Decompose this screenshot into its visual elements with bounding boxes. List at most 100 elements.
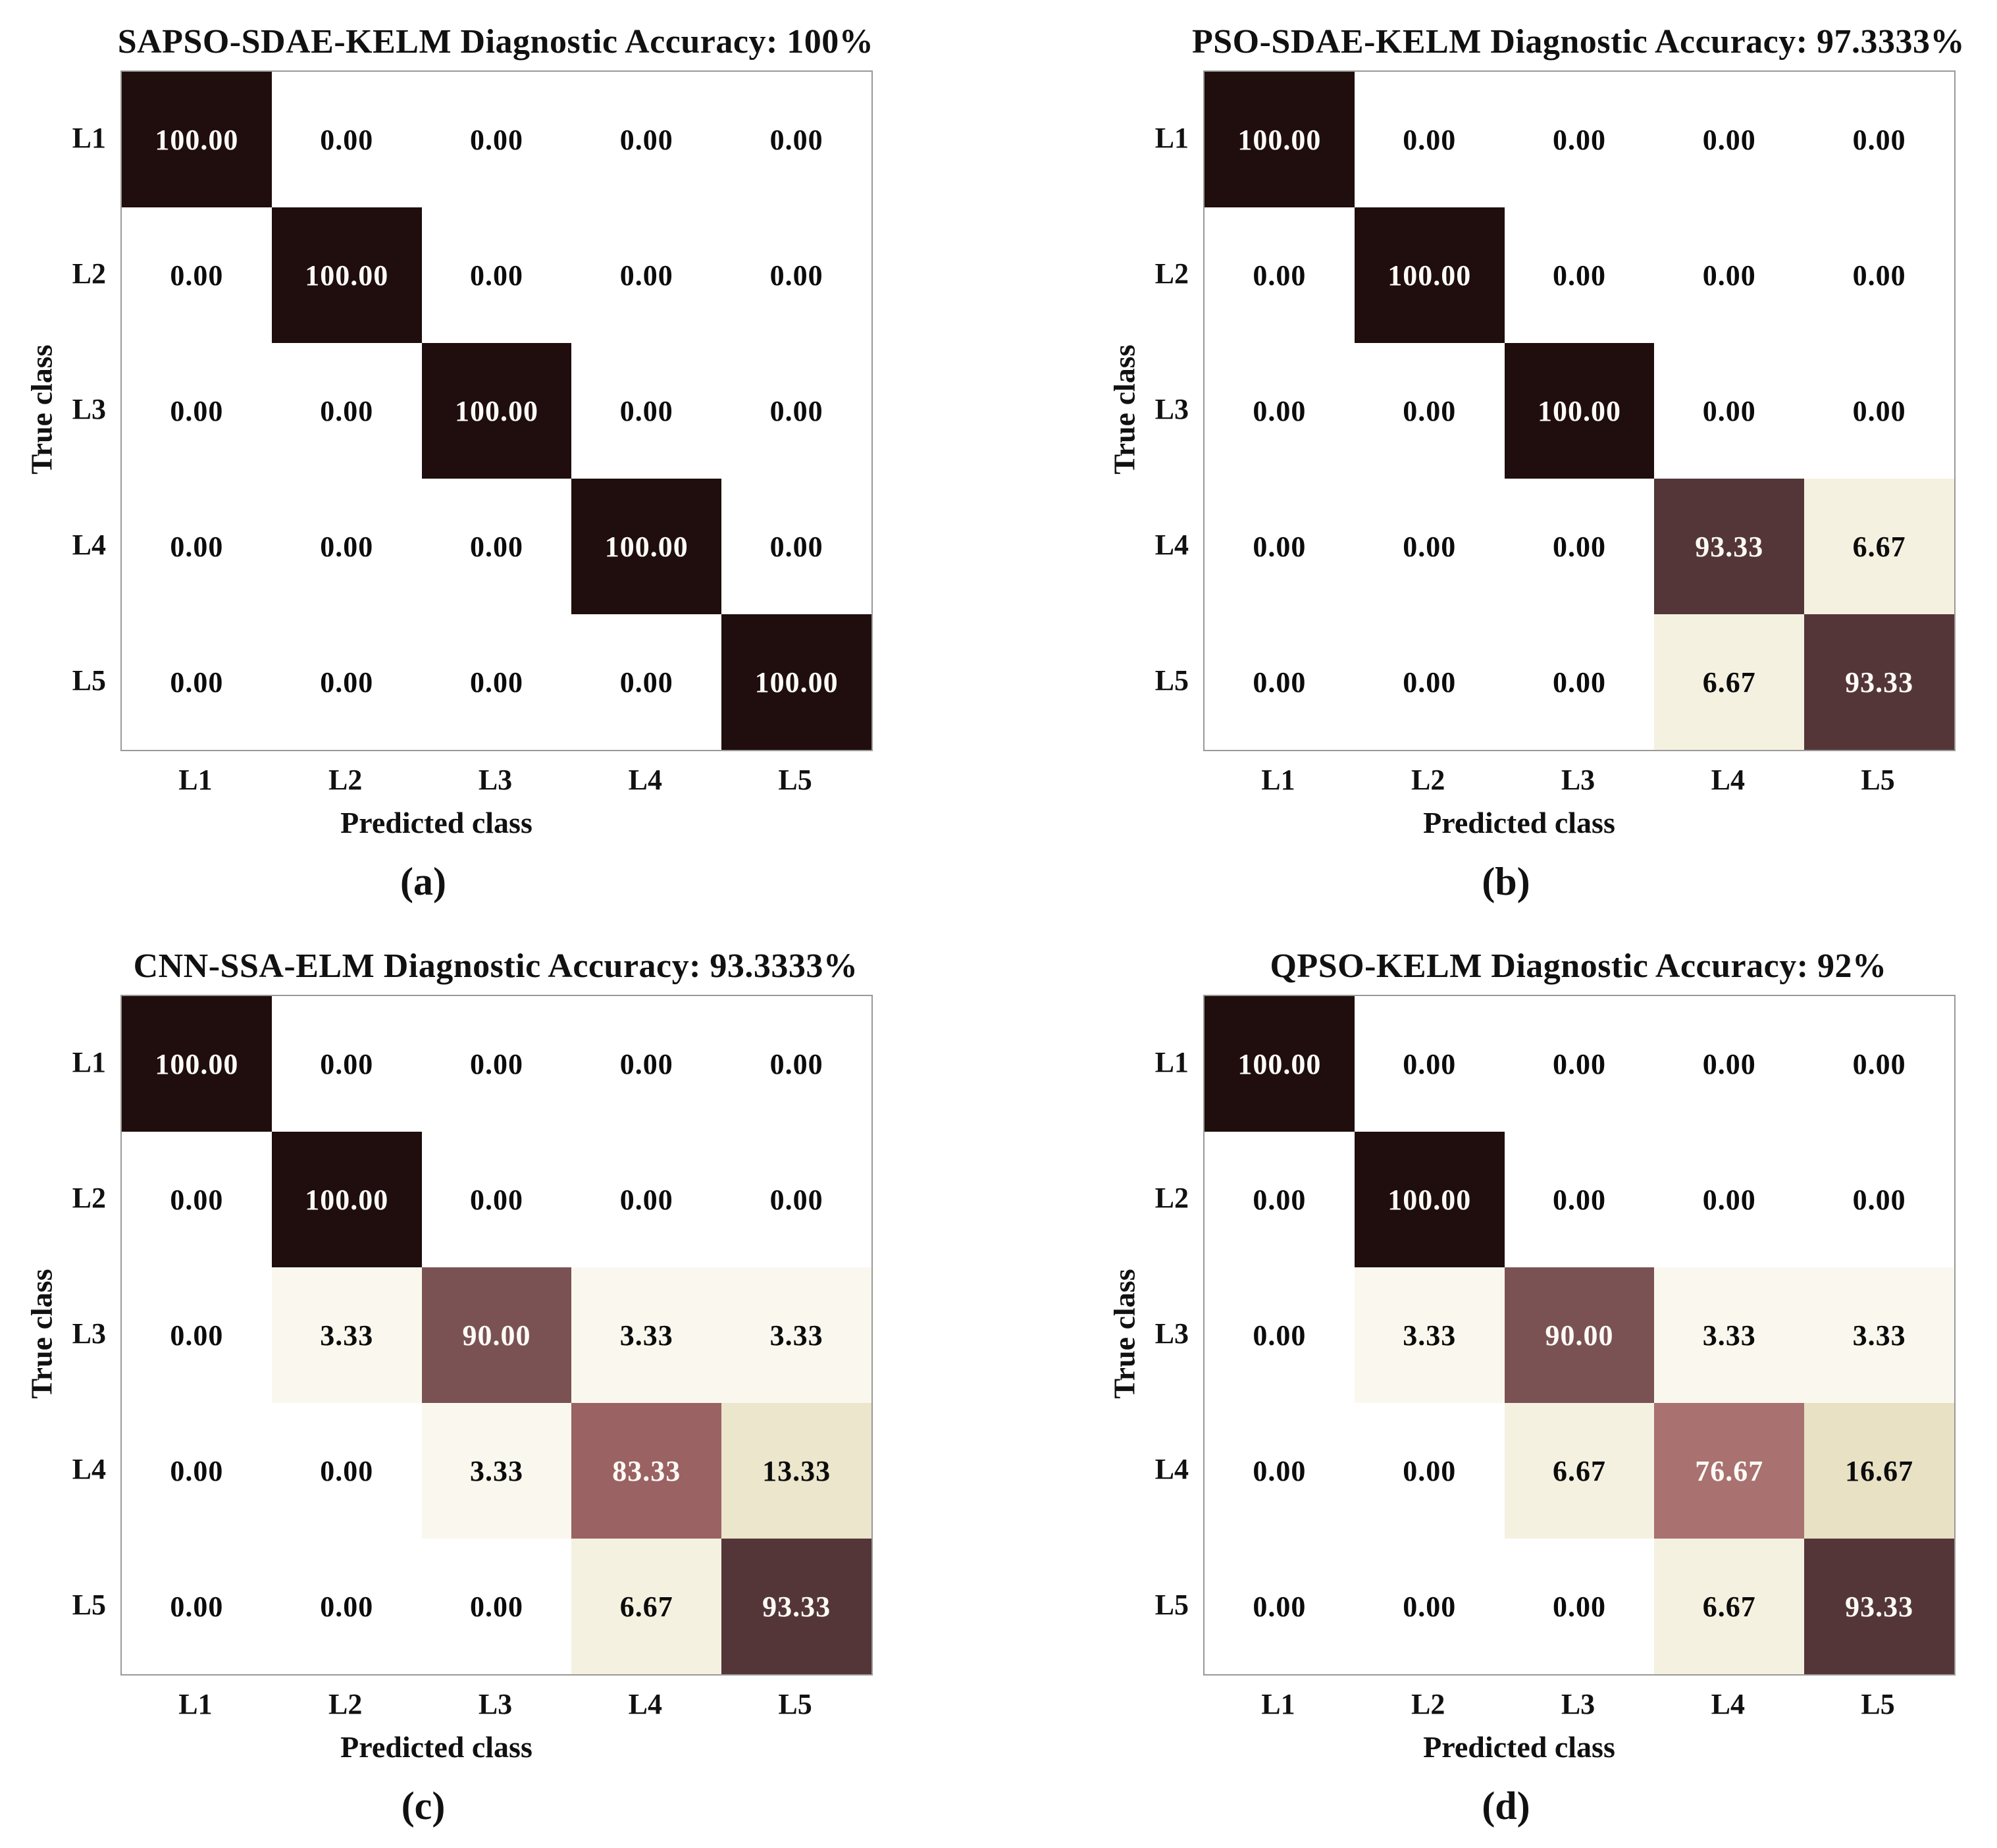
x-tick-label: L1 [178,1688,213,1720]
y-tick-label: L2 [1154,257,1189,290]
x-tick-label: L4 [628,764,662,796]
matrix-cell: 0.00 [271,996,422,1132]
y-tick-label: L1 [1154,1046,1189,1078]
y-tick-label: L2 [72,1182,106,1214]
x-tick-label: L4 [628,1688,662,1720]
matrix-cell: 3.33 [421,1403,572,1539]
plot-title: CNN-SSA-ELM Diagnostic Accuracy: 93.3333… [133,947,858,985]
matrix-cell: 76.67 [1654,1403,1805,1539]
x-tick-label: L2 [328,764,363,796]
matrix-cell: 100.00 [571,479,722,614]
plot-title: QPSO-KELM Diagnostic Accuracy: 92% [1270,947,1887,985]
y-tick-label: L2 [1154,1182,1189,1214]
matrix-cell: 0.00 [1654,207,1805,343]
matrix-cell: 16.67 [1804,1403,1954,1539]
subplot-b: PSO-SDAE-KELM Diagnostic Accuracy: 97.33… [998,0,1997,924]
y-tick-label: L3 [1154,1317,1189,1350]
matrix-cell: 100.00 [122,72,272,207]
matrix-cell: 0.00 [721,996,871,1132]
matrix-cell: 3.33 [271,1267,422,1403]
matrix-cell: 3.33 [1654,1267,1805,1403]
matrix-cell: 0.00 [1804,72,1954,207]
matrix-cell: 0.00 [1654,343,1805,479]
matrix-cell: 0.00 [1205,1267,1355,1403]
x-tick-labels: L1 L2 L3 L4 L5 [120,763,870,800]
matrix-cell: 0.00 [1804,1132,1954,1267]
x-tick-label: L3 [478,1688,513,1720]
matrix-cell: 6.67 [1804,479,1954,614]
matrix-cell: 0.00 [1804,207,1954,343]
matrix-cell: 0.00 [1354,614,1505,750]
matrix-cell: 0.00 [1504,1132,1655,1267]
matrix-cell: 0.00 [721,343,871,479]
matrix-cell: 0.00 [122,614,272,750]
matrix-cell: 93.33 [1654,479,1805,614]
x-axis-label: Predicted class [1423,806,1615,839]
x-tick-label: L5 [778,1688,812,1720]
x-tick-label: L3 [478,764,513,796]
matrix-cell: 0.00 [1354,72,1505,207]
matrix-cell: 100.00 [1205,996,1355,1132]
x-axis-label: Predicted class [1423,1730,1615,1764]
matrix-cell: 0.00 [1504,1539,1655,1674]
matrix-cell: 100.00 [122,996,272,1132]
x-tick-label: L2 [328,1688,363,1720]
x-tick-label: L5 [1861,1688,1895,1720]
y-tick-label: L5 [1154,664,1189,697]
confusion-matrix-grid: 100.00 0.00 0.00 0.00 0.00 0.00 100.00 0.00 0.00… [1203,995,1956,1676]
x-axis-label: Predicted class [340,806,532,839]
matrix-cell: 0.00 [271,479,422,614]
matrix-cell: 0.00 [1205,343,1355,479]
y-tick-labels: L1 L2 L3 L4 L5 [0,70,106,749]
x-tick-label: L4 [1711,764,1745,796]
matrix-cell: 100.00 [1354,1132,1505,1267]
subplot-caption: (a) [400,860,446,903]
x-tick-labels: L1 L2 L3 L4 L5 [1203,763,1953,800]
y-tick-label: L5 [1154,1589,1189,1621]
matrix-cell: 0.00 [1804,343,1954,479]
matrix-cell: 0.00 [571,1132,722,1267]
matrix-cell: 13.33 [721,1403,871,1539]
x-tick-label: L5 [778,764,812,796]
matrix-cell: 0.00 [421,207,572,343]
matrix-cell: 3.33 [571,1267,722,1403]
x-tick-labels: L1 L2 L3 L4 L5 [120,1687,870,1724]
x-tick-label: L2 [1411,1688,1445,1720]
y-tick-label: L4 [72,1453,106,1485]
matrix-cell: 0.00 [721,207,871,343]
matrix-cell: 100.00 [1504,343,1655,479]
matrix-cell: 90.00 [1504,1267,1655,1403]
subplot-caption: (b) [1482,860,1530,903]
matrix-cell: 0.00 [122,207,272,343]
matrix-cell: 100.00 [721,614,871,750]
y-tick-labels: L1 L2 L3 L4 L5 [0,995,106,1673]
matrix-cell: 0.00 [421,1132,572,1267]
matrix-cell: 0.00 [721,72,871,207]
matrix-cell: 6.67 [571,1539,722,1674]
x-tick-label: L3 [1561,764,1595,796]
x-tick-label: L1 [1261,764,1295,796]
matrix-cell: 0.00 [1504,72,1655,207]
matrix-cell: 0.00 [122,1132,272,1267]
subplot-caption: (c) [401,1784,446,1828]
y-tick-labels: L1 L2 L3 L4 L5 [998,995,1189,1673]
x-tick-labels: L1 L2 L3 L4 L5 [1203,1687,1953,1724]
confusion-matrix-grid: 100.00 0.00 0.00 0.00 0.00 0.00 100.00 0.00 0.00… [1203,70,1956,751]
matrix-cell: 0.00 [421,72,572,207]
matrix-cell: 3.33 [1804,1267,1954,1403]
matrix-cell: 100.00 [421,343,572,479]
matrix-cell: 0.00 [122,1403,272,1539]
y-tick-label: L4 [1154,529,1189,561]
y-tick-label: L5 [72,1589,106,1621]
matrix-cell: 0.00 [1205,1539,1355,1674]
matrix-cell: 0.00 [1354,343,1505,479]
matrix-cell: 0.00 [1654,72,1805,207]
subplot-caption: (d) [1482,1784,1530,1828]
plot-title: SAPSO-SDAE-KELM Diagnostic Accuracy: 100… [117,23,874,61]
matrix-cell: 0.00 [1354,996,1505,1132]
matrix-cell: 0.00 [421,996,572,1132]
matrix-cell: 0.00 [421,479,572,614]
y-tick-label: L3 [72,1317,106,1350]
y-tick-label: L5 [72,664,106,697]
y-tick-label: L3 [1154,393,1189,425]
